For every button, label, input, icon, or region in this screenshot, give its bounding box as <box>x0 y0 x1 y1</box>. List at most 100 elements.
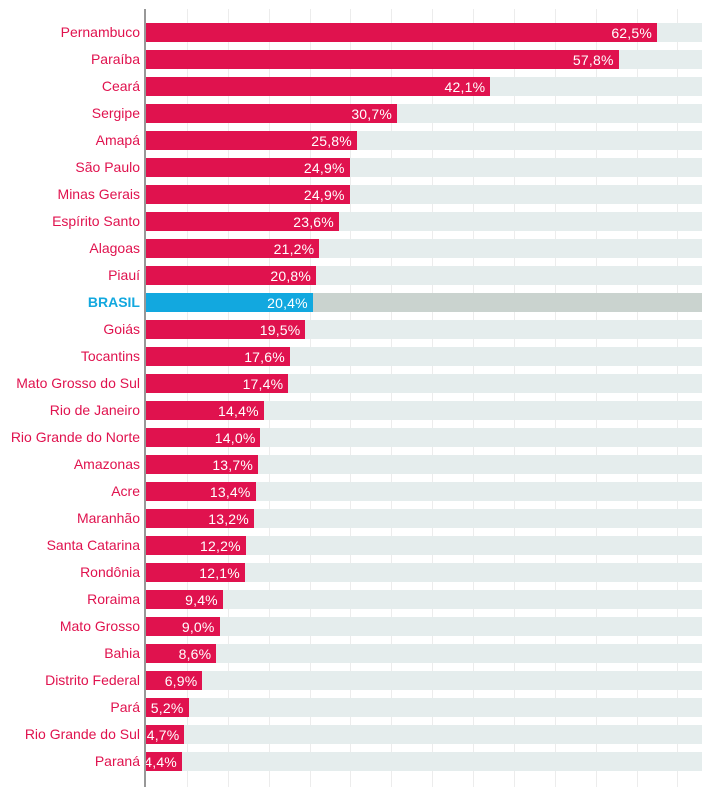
bar: 57,8% <box>146 50 619 69</box>
bar: 42,1% <box>146 77 491 96</box>
row-label: Espírito Santo <box>52 213 140 229</box>
bar-value-label: 8,6% <box>178 645 212 662</box>
bar-track: 9,4% <box>146 590 702 609</box>
bar: 20,4% <box>146 293 313 312</box>
bar: 21,2% <box>146 239 320 258</box>
gridline <box>186 9 188 787</box>
bar-track: 14,0% <box>146 428 702 447</box>
bar-track: 21,2% <box>146 239 702 258</box>
gridline <box>473 9 475 787</box>
bar-track: 23,6% <box>146 212 702 231</box>
bar-value-label: 57,8% <box>572 51 614 68</box>
bar: 12,2% <box>146 536 246 555</box>
bar-track: 20,4% <box>146 293 702 312</box>
bar-value-label: 13,4% <box>209 483 251 500</box>
bar-track: 14,4% <box>146 401 702 420</box>
row-label: Alagoas <box>89 240 140 256</box>
chart-row: Paraná 4,4% <box>0 748 702 775</box>
bar-track: 57,8% <box>146 50 702 69</box>
chart-row: Pernambuco 62,5% <box>0 19 702 46</box>
row-label: Amapá <box>95 132 140 148</box>
bar: 13,7% <box>146 455 259 474</box>
bar-value-label: 23,6% <box>293 213 334 230</box>
bar-value-label: 6,9% <box>164 672 198 689</box>
row-label: Paraná <box>94 753 140 769</box>
row-label: Rio Grande do Norte <box>10 429 140 445</box>
chart-row: Rio Grande do Sul 4,7% <box>0 721 702 748</box>
row-label: Mato Grosso <box>59 618 140 634</box>
bar-track: 24,9% <box>146 185 702 204</box>
row-label: Mato Grosso do Sul <box>16 375 140 391</box>
bar-track: 4,7% <box>146 725 702 744</box>
row-label: Roraima <box>87 591 140 607</box>
chart-row: Amazonas 13,7% <box>0 451 702 478</box>
bar-track: 17,6% <box>146 347 702 366</box>
bar-value-label: 4,7% <box>146 726 180 743</box>
chart-row: Goiás 19,5% <box>0 316 702 343</box>
bar-value-label: 19,5% <box>259 321 301 338</box>
row-label: Distrito Federal <box>45 672 140 688</box>
bar: 24,9% <box>146 158 350 177</box>
bar-track: 17,4% <box>146 374 702 393</box>
bar: 13,2% <box>146 509 254 528</box>
row-label: Ceará <box>101 78 140 94</box>
row-label: São Paulo <box>75 159 140 175</box>
gridlines <box>146 9 702 787</box>
row-label: Piauí <box>108 267 140 283</box>
bar: 12,1% <box>146 563 245 582</box>
bar: 30,7% <box>146 104 398 123</box>
chart-row: Rio de Janeiro 14,4% <box>0 397 702 424</box>
bar: 24,9% <box>146 185 350 204</box>
chart-row: Sergipe 30,7% <box>0 100 702 127</box>
bar-track: 5,2% <box>146 698 702 717</box>
bar-value-label: 24,9% <box>303 186 345 203</box>
chart-row: São Paulo 24,9% <box>0 154 702 181</box>
gridline <box>432 9 434 787</box>
bar-value-label: 13,2% <box>208 510 249 527</box>
chart-row: Tocantins 17,6% <box>0 343 702 370</box>
bar-value-label: 14,4% <box>218 402 259 419</box>
chart-row: Acre 13,4% <box>0 478 702 505</box>
bar: 6,9% <box>146 671 203 690</box>
bar-value-label: 42,1% <box>444 78 486 95</box>
bar: 8,6% <box>146 644 217 663</box>
bar-value-label: 20,4% <box>267 294 308 311</box>
bar-value-label: 5,2% <box>150 699 184 716</box>
chart-row: Amapá 25,8% <box>0 127 702 154</box>
bar: 13,4% <box>146 482 256 501</box>
bar-value-label: 30,7% <box>351 105 393 122</box>
gridline <box>513 9 515 787</box>
bar-track: 13,7% <box>146 455 702 474</box>
bar: 14,4% <box>146 401 264 420</box>
chart-row: Mato Grosso do Sul 17,4% <box>0 370 702 397</box>
bar-value-label: 21,2% <box>273 240 315 257</box>
bar-track: 8,6% <box>146 644 702 663</box>
row-label: Goiás <box>103 321 140 337</box>
chart-row: Minas Gerais 24,9% <box>0 181 702 208</box>
bar-track: 24,9% <box>146 158 702 177</box>
gridline <box>595 9 597 787</box>
row-label: Rondônia <box>80 564 140 580</box>
gridline <box>677 9 679 787</box>
bar: 17,4% <box>146 374 289 393</box>
row-label: Bahia <box>104 645 140 661</box>
bar-track: 12,2% <box>146 536 702 555</box>
row-label: Santa Catarina <box>46 537 140 553</box>
bar: 4,7% <box>146 725 185 744</box>
row-label: BRASIL <box>87 294 140 310</box>
bar-track: 6,9% <box>146 671 702 690</box>
bar: 17,6% <box>146 347 290 366</box>
y-axis-line <box>144 9 146 787</box>
chart-row: Piauí 20,8% <box>0 262 702 289</box>
bar-track: 9,0% <box>146 617 702 636</box>
chart-rows: Pernambuco 62,5% Paraíba 57,8% Ceará 42,… <box>0 19 702 775</box>
bar-value-label: 12,2% <box>200 537 241 554</box>
bar-track: 12,1% <box>146 563 702 582</box>
chart-row: Ceará 42,1% <box>0 73 702 100</box>
bar: 25,8% <box>146 131 357 150</box>
bar-track: 13,4% <box>146 482 702 501</box>
bar: 23,6% <box>146 212 339 231</box>
bar: 14,0% <box>146 428 261 447</box>
gridline <box>636 9 638 787</box>
